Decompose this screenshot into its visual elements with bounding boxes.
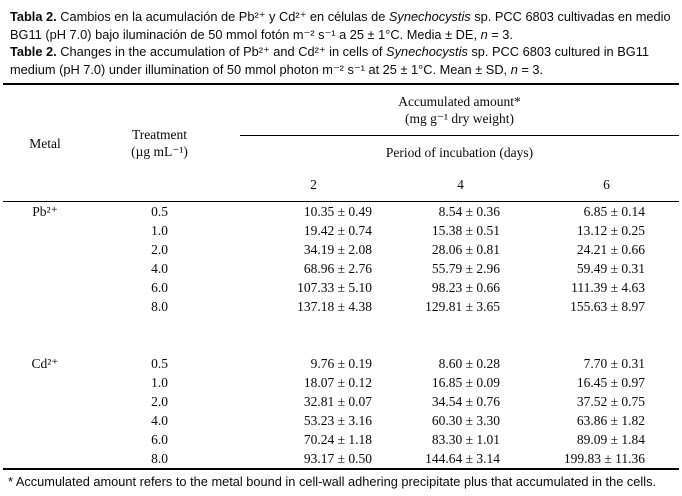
- table-row: 4.0 53.23 ± 3.16 60.30 ± 3.30 63.86 ± 1.…: [3, 411, 679, 430]
- table-row: 1.0 18.07 ± 0.12 16.85 ± 0.09 16.45 ± 0.…: [3, 373, 679, 392]
- value-cell-day6: 6.85 ± 0.14: [583, 204, 646, 219]
- table-caption-english: Table 2. Changes in the accumulation of …: [10, 44, 649, 77]
- value-cell-day4: 55.79 ± 2.96: [431, 261, 500, 276]
- value-cell-day2: 9.76 ± 0.19: [310, 356, 372, 371]
- treatment-cell: 2.0: [151, 242, 168, 257]
- caption-block: Tabla 2. Cambios en la acumulación de Pb…: [10, 8, 674, 78]
- value-cell-day2: 93.17 ± 0.50: [303, 451, 372, 466]
- value-cell-day4: 98.23 ± 0.66: [431, 280, 500, 295]
- treatment-cell: 4.0: [151, 413, 168, 428]
- table-footnote: * Accumulated amount refers to the metal…: [8, 474, 657, 489]
- table-row: Cd²⁺ 0.5 9.76 ± 0.19 8.60 ± 0.28 7.70 ± …: [3, 354, 679, 373]
- treatment-cell: 0.5: [151, 356, 168, 371]
- treatment-label: Treatment: [132, 127, 187, 142]
- treatment-cell: 4.0: [151, 261, 168, 276]
- treatment-cell: 6.0: [151, 432, 168, 447]
- value-cell-day4: 15.38 ± 0.51: [431, 223, 500, 238]
- accumulated-unit: (mg g⁻¹ dry weight): [404, 111, 515, 126]
- value-cell-day6: 199.83 ± 11.36: [563, 451, 646, 466]
- treatment-cell: 8.0: [151, 451, 168, 466]
- metal-cell-pb: Pb²⁺: [32, 204, 58, 219]
- treatment-cell: 1.0: [151, 223, 168, 238]
- treatment-cell: 8.0: [151, 299, 168, 314]
- value-cell-day2: 19.42 ± 0.74: [303, 223, 372, 238]
- value-cell-day2: 32.81 ± 0.07: [303, 394, 372, 409]
- table-caption-spanish: Tabla 2. Cambios en la acumulación de Pb…: [10, 9, 671, 42]
- value-cell-day4: 144.64 ± 3.14: [425, 451, 500, 466]
- value-cell-day6: 24.21 ± 0.66: [576, 242, 646, 257]
- value-cell-day6: 16.45 ± 0.97: [576, 375, 646, 390]
- value-cell-day2: 34.19 ± 2.08: [303, 242, 372, 257]
- value-cell-day4: 129.81 ± 3.65: [425, 299, 500, 314]
- header-row-1: Metal Treatment (µg mL⁻¹) Accumulated am…: [3, 84, 680, 202]
- value-cell-day2: 53.23 ± 3.16: [303, 413, 372, 428]
- table-row: 1.0 19.42 ± 0.74 15.38 ± 0.51 13.12 ± 0.…: [3, 221, 679, 240]
- value-cell-day6: 59.49 ± 0.31: [576, 261, 646, 276]
- table-row: 2.0 34.19 ± 2.08 28.06 ± 0.81 24.21 ± 0.…: [3, 240, 679, 259]
- value-cell-day4: 28.06 ± 0.81: [431, 242, 500, 257]
- section-cd: Cd²⁺ 0.5 9.76 ± 0.19 8.60 ± 0.28 7.70 ± …: [3, 354, 679, 469]
- value-cell-day6: 63.86 ± 1.82: [576, 413, 646, 428]
- table-row: 8.0 93.17 ± 0.50 144.64 ± 3.14 199.83 ± …: [3, 449, 679, 469]
- value-cell-day2: 18.07 ± 0.12: [303, 375, 372, 390]
- section-pb: Pb²⁺ 0.5 10.35 ± 0.49 8.54 ± 0.36 6.85 ±…: [3, 202, 679, 355]
- table-header: Metal Treatment (µg mL⁻¹) Accumulated am…: [3, 84, 680, 202]
- table-row: 6.0 107.33 ± 5.10 98.23 ± 0.66 111.39 ± …: [3, 278, 679, 297]
- col-header-day-4: 4: [387, 169, 534, 202]
- section-spacer: [3, 316, 679, 354]
- treatment-unit: (µg mL⁻¹): [131, 144, 188, 159]
- table-row: 2.0 32.81 ± 0.07 34.54 ± 0.76 37.52 ± 0.…: [3, 392, 679, 411]
- table-row: 6.0 70.24 ± 1.18 83.30 ± 1.01 89.09 ± 1.…: [3, 430, 679, 449]
- header-row-2: Period of incubation (days): [3, 136, 679, 170]
- col-header-day-6: 6: [534, 169, 680, 202]
- treatment-cell: 6.0: [151, 280, 168, 295]
- table-row: 4.0 68.96 ± 2.76 55.79 ± 2.96 59.49 ± 0.…: [3, 259, 679, 278]
- metal-cell-cd: Cd²⁺: [31, 356, 59, 371]
- table-row: 8.0 137.18 ± 4.38 129.81 ± 3.65 155.63 ±…: [3, 297, 679, 316]
- value-cell-day6: 13.12 ± 0.25: [576, 223, 646, 238]
- value-cell-day6: 89.09 ± 1.84: [576, 432, 646, 447]
- col-header-day-2: 2: [240, 169, 387, 202]
- data-table: Metal Treatment (µg mL⁻¹) Accumulated am…: [3, 83, 680, 470]
- treatment-cell: 0.5: [151, 204, 168, 219]
- treatment-cell: 2.0: [151, 394, 168, 409]
- col-header-metal: Metal: [3, 84, 95, 202]
- value-cell-day4: 8.60 ± 0.28: [438, 356, 500, 371]
- col-header-treatment: Treatment (µg mL⁻¹): [95, 84, 240, 202]
- value-cell-day6: 37.52 ± 0.75: [576, 394, 646, 409]
- value-cell-day6: 7.70 ± 0.31: [583, 356, 646, 371]
- value-cell-day2: 10.35 ± 0.49: [303, 204, 372, 219]
- table-row: Pb²⁺ 0.5 10.35 ± 0.49 8.54 ± 0.36 6.85 ±…: [3, 202, 679, 222]
- value-cell-day4: 16.85 ± 0.09: [431, 375, 500, 390]
- value-cell-day6: 155.63 ± 8.97: [570, 299, 646, 314]
- value-cell-day6: 111.39 ± 4.63: [571, 280, 646, 295]
- header-row-3: 2 4 6: [3, 169, 680, 202]
- col-header-accumulated-amount: Accumulated amount* (mg g⁻¹ dry weight): [240, 84, 680, 136]
- col-header-period: Period of incubation (days): [385, 144, 534, 160]
- value-cell-day2: 137.18 ± 4.38: [297, 299, 372, 314]
- value-cell-day4: 60.30 ± 3.30: [431, 413, 500, 428]
- value-cell-day2: 107.33 ± 5.10: [297, 280, 372, 295]
- treatment-cell: 1.0: [151, 375, 168, 390]
- value-cell-day2: 68.96 ± 2.76: [303, 261, 372, 276]
- accumulated-label: Accumulated amount*: [398, 94, 521, 109]
- value-cell-day2: 70.24 ± 1.18: [303, 432, 372, 447]
- value-cell-day4: 34.54 ± 0.76: [431, 394, 500, 409]
- value-cell-day4: 83.30 ± 1.01: [431, 432, 500, 447]
- value-cell-day4: 8.54 ± 0.36: [438, 204, 500, 219]
